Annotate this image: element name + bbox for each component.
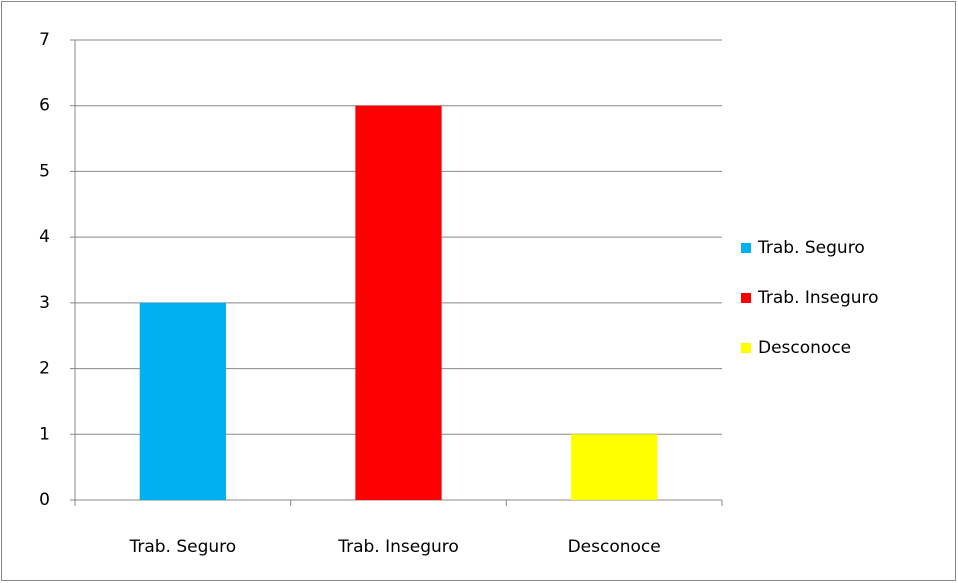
legend-swatch — [741, 343, 751, 353]
y-tick-label: 6 — [39, 96, 50, 116]
y-tick-label: 4 — [39, 227, 50, 247]
legend-swatch — [741, 293, 751, 303]
y-tick-label: 7 — [39, 30, 50, 50]
x-tick-label: Trab. Inseguro — [337, 537, 459, 557]
bar — [571, 434, 658, 500]
x-tick-label: Desconoce — [568, 537, 661, 557]
y-tick-label: 2 — [39, 359, 50, 379]
y-tick-label: 3 — [39, 293, 50, 313]
y-tick-label: 0 — [39, 490, 50, 510]
legend-label: Trab. Seguro — [757, 238, 865, 258]
bar — [139, 302, 226, 500]
y-tick-label: 5 — [39, 161, 50, 181]
legend-label: Desconoce — [758, 338, 851, 358]
bar — [355, 105, 442, 500]
legend-swatch — [741, 243, 751, 253]
legend-label: Trab. Inseguro — [757, 288, 879, 308]
x-tick-label: Trab. Seguro — [128, 537, 236, 557]
y-tick-label: 1 — [39, 424, 50, 444]
